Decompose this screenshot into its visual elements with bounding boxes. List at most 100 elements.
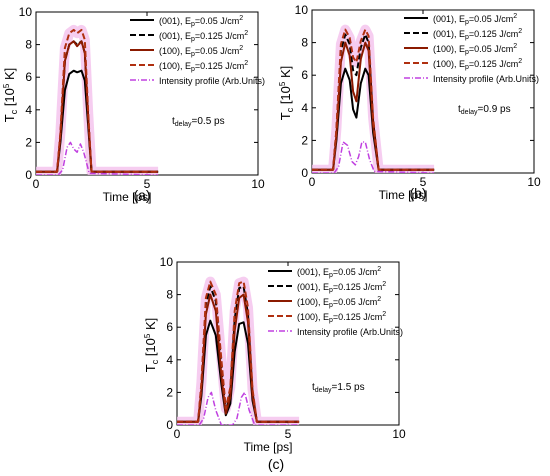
legend-entry-exp: 2: [377, 296, 381, 303]
legend-entry-val: =0.125 J/cm: [195, 61, 244, 71]
panel-label: (c): [268, 456, 284, 472]
legend-entry-exp: 2: [239, 15, 243, 22]
legend-entry-name: (001), E: [433, 29, 465, 39]
x-tick-label: 10: [527, 175, 541, 189]
legend-entry-sub: p: [329, 302, 333, 309]
y-tick-label: 2: [301, 133, 308, 147]
legend-entry-name: (100), E: [433, 44, 465, 54]
legend-entry-val: =0.125 J/cm: [333, 282, 382, 292]
delay-annotation-sub: delay: [175, 121, 192, 128]
legend-entry-name: (100), E: [297, 297, 329, 307]
legend-entry: (001), Ep=0.05 J/cm2: [297, 266, 381, 279]
legend-entry-val: =0.05 J/cm: [195, 16, 239, 26]
legend-entry-name: (100), E: [297, 312, 329, 322]
series-line-5: [36, 141, 159, 175]
legend-entry-sub: p: [329, 272, 333, 279]
y-axis-label-exp: 5: [278, 81, 287, 86]
x-tick-label: 5: [144, 177, 151, 191]
y-axis-label: Tc [105 K]: [278, 66, 295, 121]
legend-entry-name: (001), E: [159, 31, 191, 41]
y-tick-label: 8: [301, 36, 308, 50]
y-axis-label-main: T: [2, 114, 17, 122]
legend-entry-sub: p: [465, 49, 469, 56]
legend-entry-exp: 2: [377, 266, 381, 273]
plot-area: [312, 24, 435, 173]
x-tick-label: 0: [309, 175, 316, 189]
x-axis-label: Time [ps]: [244, 440, 293, 454]
x-tick-label: 0: [33, 177, 40, 191]
legend-entry: Intensity profile (Arb.Units): [159, 76, 265, 86]
series-line-4: [312, 28, 435, 171]
legend-entry: (001), Ep=0.125 J/cm2: [159, 30, 248, 43]
y-tick-label: 4: [301, 101, 308, 115]
legend-entry: (001), Ep=0.05 J/cm2: [433, 13, 517, 26]
legend-entry: (100), Ep=0.125 J/cm2: [297, 311, 386, 324]
legend-entry-exp: 2: [244, 60, 248, 67]
plot-area: [177, 276, 300, 425]
legend-entry-name: (001), E: [297, 282, 329, 292]
legend-entry-exp: 2: [382, 311, 386, 318]
x-tick-label: 10: [251, 177, 265, 191]
legend-entry-name: (001), E: [159, 16, 191, 26]
y-axis-label: Tc [105 K]: [143, 318, 160, 373]
legend-entry: (100), Ep=0.125 J/cm2: [433, 58, 522, 71]
delay-annotation-main: t: [172, 116, 175, 127]
x-tick-label: 10: [392, 427, 406, 441]
legend-entry-val: =0.125 J/cm: [469, 59, 518, 69]
y-axis-label-tail: K]: [2, 68, 17, 84]
delay-annotation-sub: delay: [461, 109, 478, 116]
legend-entry-sub: p: [191, 51, 195, 58]
y-axis-label-unit: [10: [2, 88, 17, 110]
legend-entry: (100), Ep=0.05 J/cm2: [297, 296, 381, 309]
y-axis-label-main: T: [278, 112, 293, 120]
legend-entry-sub: p: [191, 66, 195, 73]
legend-entry-exp: 2: [382, 281, 386, 288]
series-line-4: [177, 280, 300, 423]
legend-entry-sub: p: [191, 36, 195, 43]
x-tick-label: 0: [174, 427, 181, 441]
legend-entry-val: =0.125 J/cm: [195, 31, 244, 41]
legend-entry-name: Intensity profile (Arb.Units): [159, 76, 265, 86]
legend-entry-name: (001), E: [433, 14, 465, 24]
y-tick-label: 4: [166, 353, 173, 367]
y-tick-label: 6: [301, 68, 308, 82]
plot-area: [36, 24, 159, 175]
legend-entry: (001), Ep=0.125 J/cm2: [433, 28, 522, 41]
y-tick-label: 8: [166, 288, 173, 302]
panel-label: (a): [133, 187, 150, 203]
legend-entry-exp: 2: [244, 30, 248, 37]
delay-annotation-val: =0.5 ps: [192, 116, 225, 127]
legend-entry-val: =0.05 J/cm: [469, 44, 513, 54]
legend-entry-exp: 2: [518, 28, 522, 35]
delay-annotation: tdelay=0.5 ps: [172, 116, 225, 128]
legend-entry-sub: p: [329, 317, 333, 324]
legend-entry-name: (100), E: [433, 59, 465, 69]
y-axis-label-exp: 5: [2, 83, 11, 88]
y-axis-label-unit: [10: [143, 338, 158, 360]
legend-entry: (100), Ep=0.05 J/cm2: [159, 45, 243, 58]
legend-entry-sub: p: [465, 64, 469, 71]
delay-annotation: tdelay=1.5 ps: [312, 382, 365, 394]
legend-entry-name: (100), E: [159, 46, 191, 56]
series-line-5: [177, 391, 300, 425]
y-tick-label: 6: [25, 70, 32, 84]
delay-annotation-sub: delay: [315, 387, 332, 394]
legend-entry-exp: 2: [513, 13, 517, 20]
legend-entry: (001), Ep=0.125 J/cm2: [297, 281, 386, 294]
x-tick-label: 5: [420, 175, 427, 189]
legend-entry-exp: 2: [518, 58, 522, 65]
legend-entry: (100), Ep=0.05 J/cm2: [433, 43, 517, 56]
y-tick-label: 0: [166, 418, 173, 432]
legend-entry-val: =0.05 J/cm: [195, 46, 239, 56]
y-tick-label: 10: [160, 255, 174, 269]
y-axis-label-exp: 5: [143, 333, 152, 338]
legend-entry-val: =0.125 J/cm: [469, 29, 518, 39]
legend-entry-val: =0.05 J/cm: [333, 267, 377, 277]
series-line-5: [312, 141, 435, 173]
legend-entry-sub: p: [465, 19, 469, 26]
legend-entry: (001), Ep=0.05 J/cm2: [159, 15, 243, 28]
legend-entry-name: Intensity profile (Arb.Units): [433, 74, 539, 84]
legend-entry-sub: p: [191, 21, 195, 28]
